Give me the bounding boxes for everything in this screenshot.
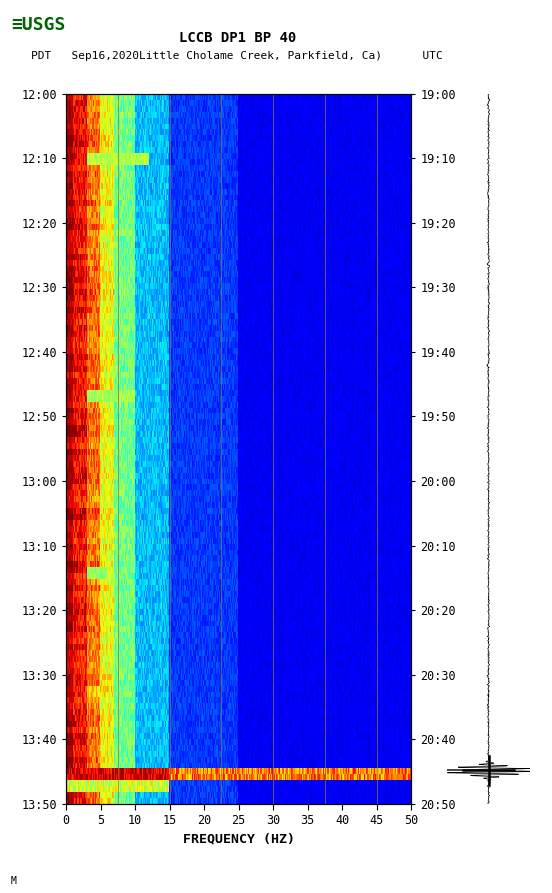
X-axis label: FREQUENCY (HZ): FREQUENCY (HZ) <box>183 832 295 846</box>
Text: M: M <box>11 876 17 886</box>
Text: PDT   Sep16,2020Little Cholame Creek, Parkfield, Ca)      UTC: PDT Sep16,2020Little Cholame Creek, Park… <box>31 51 443 62</box>
Text: LCCB DP1 BP 40: LCCB DP1 BP 40 <box>179 30 296 45</box>
Text: ≡USGS: ≡USGS <box>11 16 66 34</box>
